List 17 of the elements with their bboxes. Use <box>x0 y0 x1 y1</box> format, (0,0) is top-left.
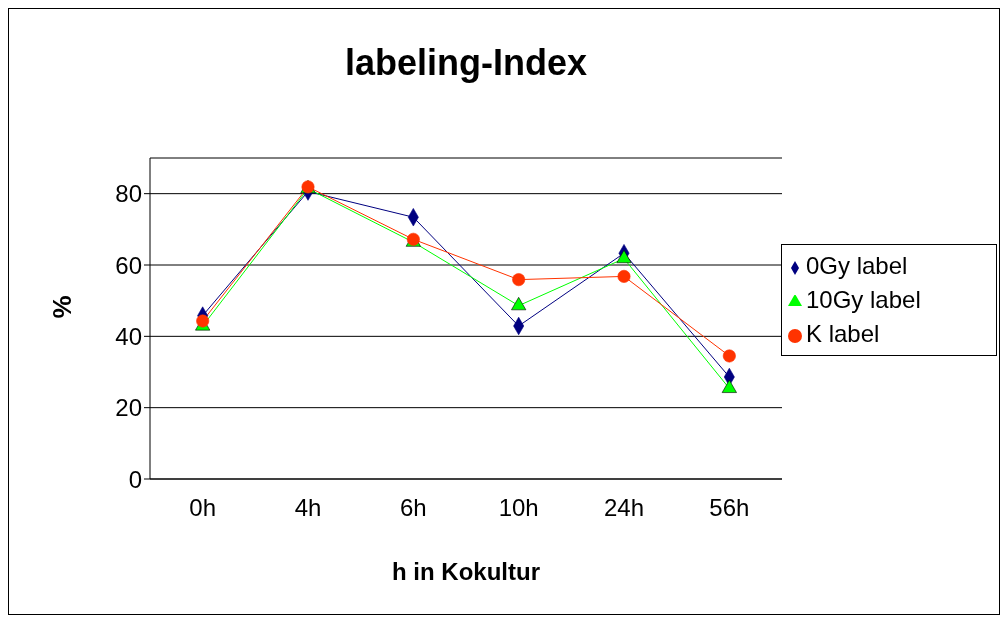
y-tick-label: 20 <box>115 394 142 422</box>
x-tick-label: 4h <box>294 494 322 522</box>
x-tick-label: 0h <box>189 494 217 522</box>
y-tick-label: 80 <box>115 180 142 208</box>
x-tick-label: 10h <box>498 494 539 522</box>
x-tick-label: 56h <box>709 494 750 522</box>
legend-label: K label <box>806 320 880 347</box>
y-tick-label: 40 <box>115 322 142 350</box>
legend-label: 0Gy label <box>806 252 908 279</box>
x-axis-title: h in Kokultur <box>392 558 540 586</box>
y-tick-label: 0 <box>128 465 142 493</box>
x-tick-label: 6h <box>399 494 427 522</box>
x-tick-label: 24h <box>603 494 645 522</box>
chart-title: labeling-Index <box>343 42 588 84</box>
y-axis-title: % <box>47 295 78 319</box>
legend-label: 10Gy label <box>806 286 921 313</box>
y-tick-label: 60 <box>115 251 142 279</box>
